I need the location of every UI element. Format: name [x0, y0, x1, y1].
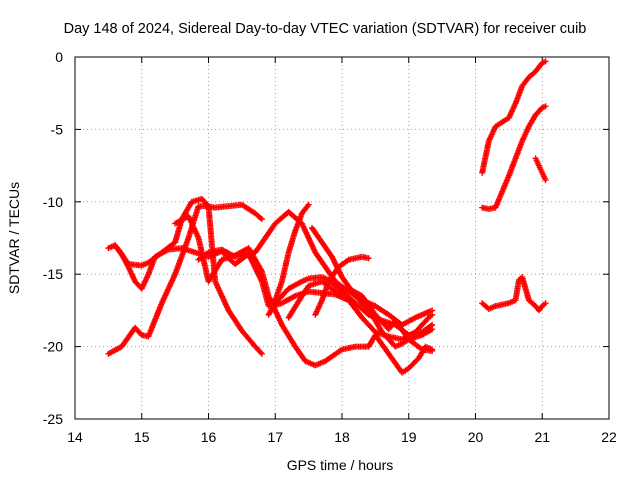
series-track-n	[479, 274, 549, 314]
data-point	[258, 350, 265, 357]
series-track-g	[268, 288, 436, 343]
data-point	[542, 177, 549, 184]
x-tick-label: 16	[201, 429, 217, 445]
y-tick-label: -5	[51, 121, 64, 137]
series-track-l	[479, 103, 549, 213]
data-point	[542, 300, 549, 307]
y-tick-label: -25	[43, 411, 63, 427]
x-tick-label: 14	[67, 429, 83, 445]
series-track-j	[312, 253, 372, 318]
x-tick-label: 15	[134, 429, 150, 445]
x-tick-label: 17	[267, 429, 283, 445]
y-tick-label: -15	[43, 266, 63, 282]
x-tick-label: 20	[468, 429, 484, 445]
x-axis-label: GPS time / hours	[287, 457, 394, 473]
data-point	[365, 255, 372, 262]
data-point	[258, 216, 265, 223]
y-axis-label: SDTVAR / TECUs	[6, 182, 22, 294]
data-point	[542, 58, 549, 65]
series-track-m	[532, 155, 549, 184]
data-point	[542, 103, 549, 110]
chart-title: Day 148 of 2024, Sidereal Day-to-day VTE…	[64, 21, 587, 37]
series-track-k	[479, 58, 549, 176]
data-marker	[204, 201, 211, 208]
series-track-i	[308, 224, 436, 350]
data-point	[429, 347, 436, 354]
y-tick-label: 0	[55, 49, 63, 65]
series-track-b	[105, 201, 265, 357]
x-tick-label: 18	[334, 429, 350, 445]
data-point	[305, 201, 312, 208]
data-point	[429, 311, 436, 318]
y-tick-label: -20	[43, 339, 63, 355]
data-marker	[257, 349, 264, 356]
y-tick-label: -10	[43, 194, 63, 210]
data-point	[429, 326, 436, 333]
x-tick-label: 21	[534, 429, 550, 445]
x-tick-label: 19	[401, 429, 417, 445]
series-track-d	[172, 213, 436, 376]
x-tick-label: 22	[601, 429, 617, 445]
